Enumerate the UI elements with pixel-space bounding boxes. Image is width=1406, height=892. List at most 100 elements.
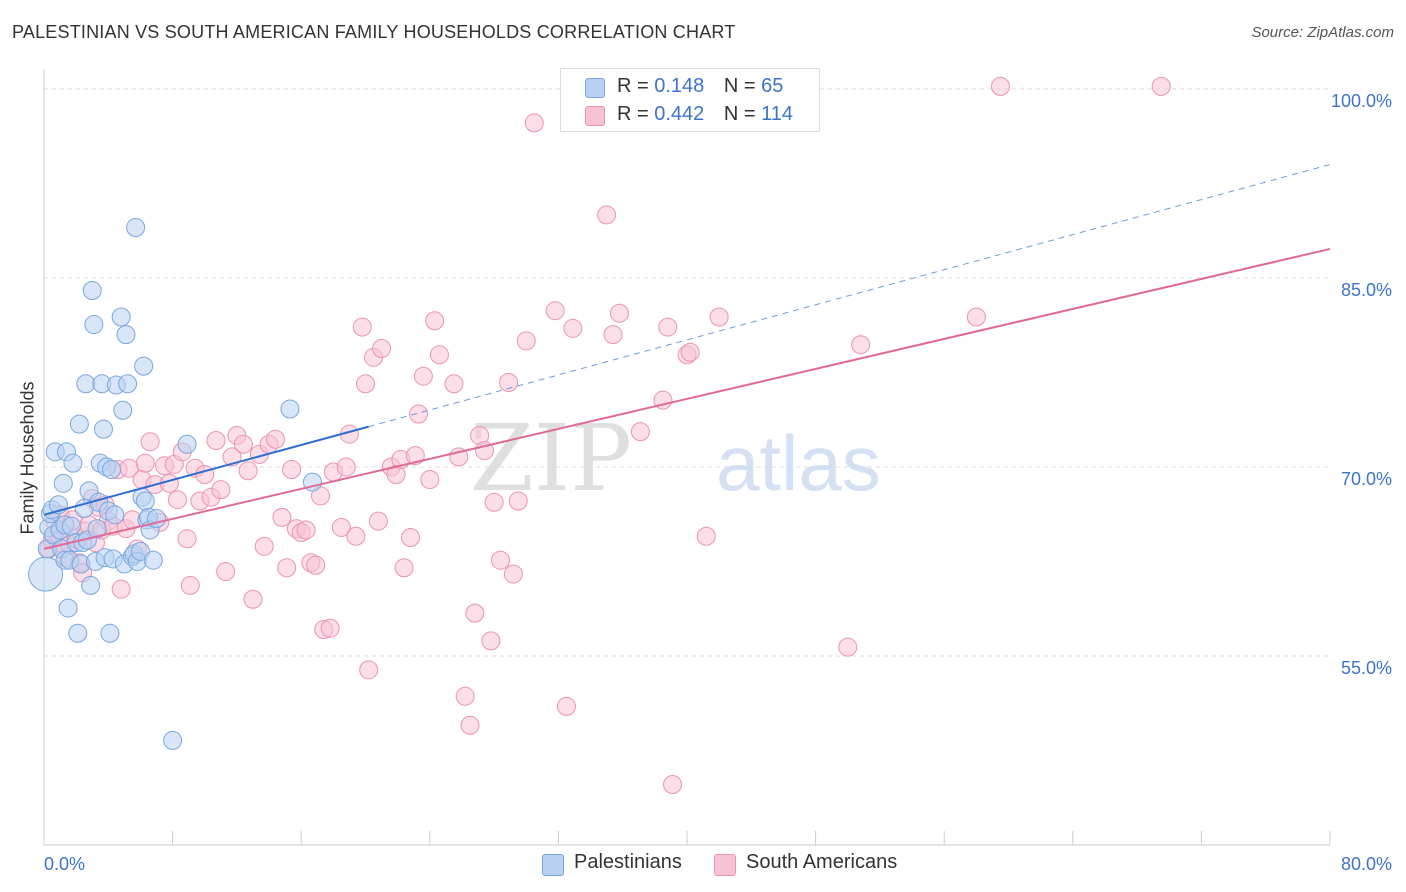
legend-swatch-blue <box>585 78 605 98</box>
south-americans-points <box>39 76 1171 795</box>
data-point-palestinians <box>118 374 138 394</box>
y-tick-label: 55.0% <box>1341 658 1392 678</box>
data-point-south-americans <box>222 447 242 467</box>
data-point-south-americans <box>238 461 258 481</box>
data-point-south-americans <box>508 491 528 511</box>
legend-n-value: 65 <box>761 75 784 97</box>
legend-swatch-pink <box>585 106 605 126</box>
data-point-south-americans <box>696 526 716 546</box>
x-tick-labels: 0.0% 80.0% <box>44 854 1392 874</box>
data-point-south-americans <box>429 345 449 365</box>
correlation-legend: R = 0.148 N = 65 R = 0.442 N = 114 <box>560 68 820 132</box>
y-tick-labels: 55.0% 70.0% 85.0% 100.0% <box>1331 91 1392 678</box>
data-point-palestinians <box>53 473 73 493</box>
x-tick-label: 0.0% <box>44 854 85 874</box>
palestinians-points <box>28 218 322 750</box>
data-point-south-americans <box>516 331 536 351</box>
data-point-south-americans <box>420 470 440 490</box>
legend-r-label: R = <box>617 75 649 97</box>
y-tick-label: 85.0% <box>1341 280 1392 300</box>
data-point-palestinians <box>68 623 88 643</box>
data-point-south-americans <box>359 660 379 680</box>
chart-title: PALESTINIAN VS SOUTH AMERICAN FAMILY HOU… <box>12 22 736 42</box>
grid-lines <box>44 88 1330 657</box>
data-point-south-americans <box>630 422 650 442</box>
data-point-south-americans <box>216 562 236 582</box>
x-tick-label: 80.0% <box>1341 854 1392 874</box>
data-point-palestinians <box>87 519 107 539</box>
legend-swatch-pink <box>714 854 736 876</box>
data-point-palestinians <box>143 550 163 570</box>
data-point-south-americans <box>609 303 629 323</box>
data-point-palestinians <box>61 516 81 536</box>
data-point-south-americans <box>254 536 274 556</box>
data-point-south-americans <box>135 453 155 473</box>
data-point-south-americans <box>206 430 226 450</box>
data-point-south-americans <box>272 507 292 527</box>
data-point-south-americans <box>460 715 480 735</box>
data-point-south-americans <box>838 637 858 657</box>
data-point-south-americans <box>491 550 511 570</box>
data-point-south-americans <box>413 366 433 386</box>
data-point-palestinians <box>135 491 155 511</box>
data-point-south-americans <box>455 686 475 706</box>
data-point-south-americans <box>180 575 200 595</box>
data-point-south-americans <box>563 318 583 338</box>
data-point-south-americans <box>140 432 160 452</box>
data-point-palestinians <box>81 575 101 595</box>
legend-r-label: R = <box>617 103 649 125</box>
data-point-south-americans <box>1151 76 1171 96</box>
legend-r-value: 0.442 <box>654 103 705 125</box>
data-point-south-americans <box>167 490 187 510</box>
y-tick-label: 100.0% <box>1331 91 1392 111</box>
data-point-south-americans <box>243 589 263 609</box>
data-point-south-americans <box>320 618 340 638</box>
data-point-south-americans <box>372 338 392 358</box>
data-point-south-americans <box>195 465 215 485</box>
data-point-south-americans <box>990 76 1010 96</box>
data-point-south-americans <box>481 631 501 651</box>
trend-lines <box>43 164 1331 550</box>
data-point-south-americans <box>603 325 623 345</box>
y-axis-label: Family Households <box>17 381 38 535</box>
south-americans-trend-line <box>43 247 1331 550</box>
data-point-south-americans <box>851 335 871 355</box>
data-point-south-americans <box>306 555 326 575</box>
data-point-south-americans <box>545 301 565 321</box>
legend-label: South Americans <box>746 851 898 873</box>
data-point-palestinians <box>69 414 89 434</box>
data-point-south-americans <box>394 558 414 578</box>
data-point-south-americans <box>233 434 253 454</box>
data-point-palestinians <box>84 315 104 335</box>
data-point-south-americans <box>709 307 729 327</box>
data-point-palestinians <box>76 374 96 394</box>
legend-swatch-blue <box>542 854 564 876</box>
data-point-south-americans <box>277 558 297 578</box>
data-point-south-americans <box>663 775 683 795</box>
data-point-palestinians <box>82 281 102 301</box>
watermark: ZIP atlas <box>470 405 881 512</box>
data-point-south-americans <box>465 603 485 623</box>
data-point-south-americans <box>444 374 464 394</box>
watermark-atlas: atlas <box>716 419 881 507</box>
legend-label: Palestinians <box>574 851 682 873</box>
data-point-palestinians <box>93 419 113 439</box>
data-point-palestinians <box>113 400 133 420</box>
data-point-south-americans <box>484 492 504 512</box>
data-point-south-americans <box>111 579 131 599</box>
data-point-south-americans <box>597 205 617 225</box>
data-point-south-americans <box>405 446 425 466</box>
legend-r-value: 0.148 <box>654 75 705 97</box>
data-point-palestinians <box>280 399 300 419</box>
data-point-palestinians <box>100 623 120 643</box>
axes <box>43 70 1331 846</box>
data-point-south-americans <box>658 317 678 337</box>
data-point-south-americans <box>524 113 544 133</box>
palestinians-trend-line <box>43 425 369 516</box>
data-point-south-americans <box>265 429 285 449</box>
data-point-south-americans <box>409 404 429 424</box>
y-tick-label: 70.0% <box>1341 469 1392 489</box>
data-point-palestinians <box>111 307 131 327</box>
data-point-palestinians <box>116 325 136 345</box>
data-point-south-americans <box>211 480 231 500</box>
